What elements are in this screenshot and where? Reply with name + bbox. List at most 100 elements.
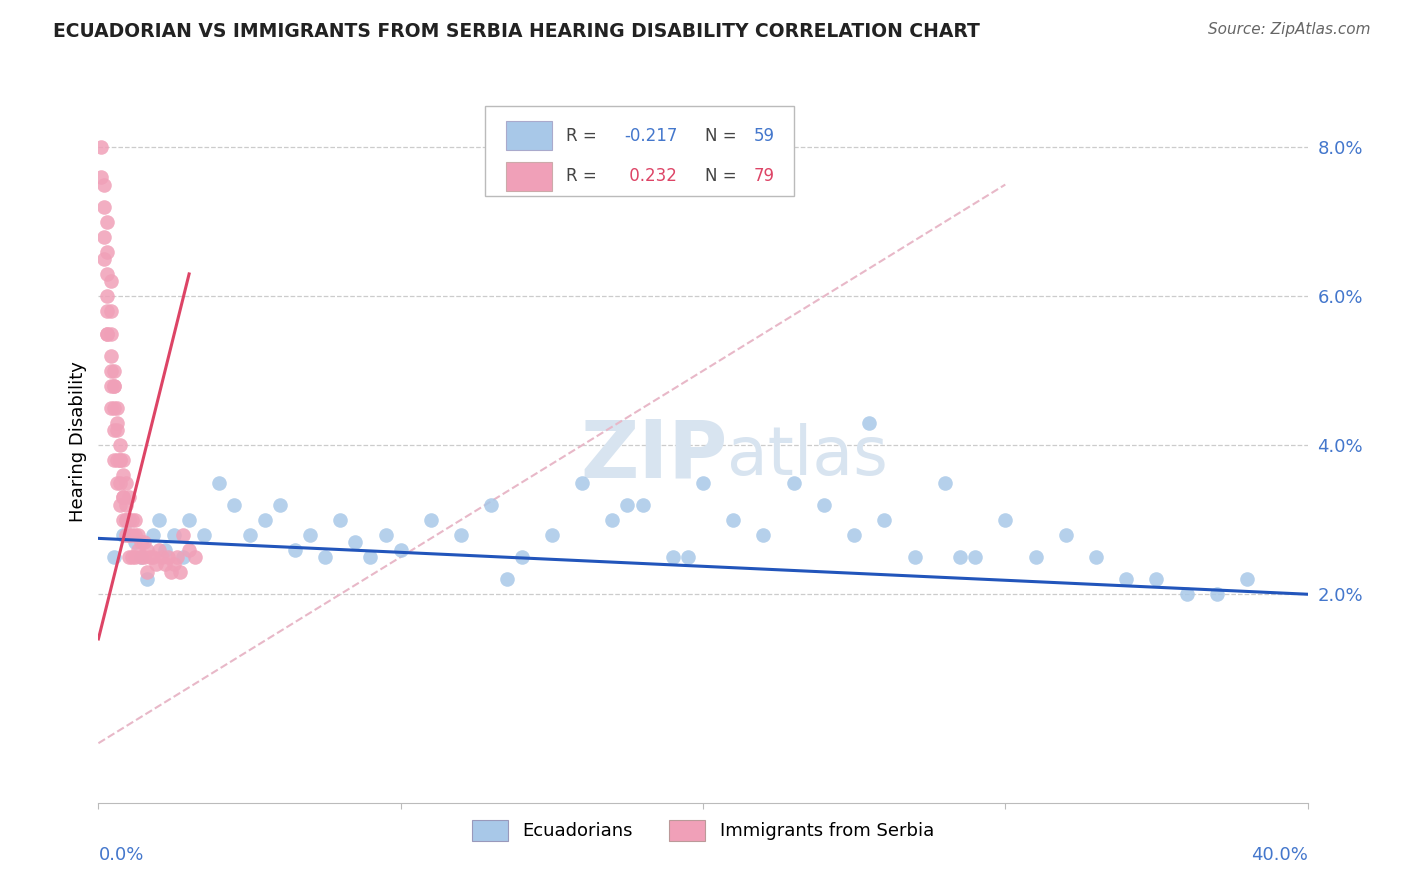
Text: Source: ZipAtlas.com: Source: ZipAtlas.com xyxy=(1208,22,1371,37)
Point xyxy=(142,549,165,564)
Point xyxy=(813,498,835,512)
Point xyxy=(1054,527,1077,541)
Point xyxy=(166,549,188,564)
FancyBboxPatch shape xyxy=(506,162,551,191)
Point xyxy=(114,498,136,512)
Point xyxy=(965,549,987,564)
FancyBboxPatch shape xyxy=(506,121,551,151)
Point xyxy=(142,527,165,541)
Point xyxy=(100,401,122,415)
Point xyxy=(105,475,128,490)
Point xyxy=(172,527,194,541)
Point xyxy=(284,542,307,557)
Point xyxy=(96,326,118,341)
Point xyxy=(135,542,157,557)
Point xyxy=(148,513,170,527)
Point xyxy=(253,513,276,527)
Point xyxy=(184,549,207,564)
Point xyxy=(299,527,322,541)
Point xyxy=(103,378,125,392)
Point xyxy=(994,513,1017,527)
Point xyxy=(111,491,134,505)
Point xyxy=(100,364,122,378)
Point xyxy=(661,549,683,564)
Point xyxy=(93,178,115,192)
Point xyxy=(193,527,215,541)
Point xyxy=(118,491,141,505)
Point xyxy=(139,549,162,564)
Point xyxy=(111,513,134,527)
Point xyxy=(118,549,141,564)
Point xyxy=(127,542,149,557)
Point xyxy=(172,549,194,564)
Point xyxy=(540,527,562,541)
Point xyxy=(495,572,517,586)
Point xyxy=(150,549,173,564)
Point xyxy=(103,423,125,437)
Point xyxy=(124,513,146,527)
Point xyxy=(108,438,131,452)
Point xyxy=(329,513,352,527)
Point xyxy=(481,498,503,512)
Point xyxy=(124,535,146,549)
Point xyxy=(1175,587,1198,601)
Point xyxy=(93,252,115,266)
Point xyxy=(160,565,183,579)
Point xyxy=(1115,572,1137,586)
Point xyxy=(389,542,412,557)
Point xyxy=(105,423,128,437)
Point xyxy=(111,527,134,541)
Point xyxy=(1085,549,1108,564)
Point xyxy=(752,527,775,541)
Point xyxy=(90,170,112,185)
Point xyxy=(616,498,638,512)
Point xyxy=(103,378,125,392)
Text: ZIP: ZIP xyxy=(579,417,727,495)
Point xyxy=(96,267,118,281)
Point xyxy=(374,527,396,541)
Point xyxy=(114,527,136,541)
Point xyxy=(631,498,654,512)
Text: N =: N = xyxy=(706,168,742,186)
Point xyxy=(100,304,122,318)
Point xyxy=(676,549,699,564)
Point xyxy=(135,572,157,586)
Point xyxy=(179,542,201,557)
FancyBboxPatch shape xyxy=(485,105,793,196)
Point xyxy=(602,513,624,527)
Point xyxy=(129,549,152,564)
Point xyxy=(111,468,134,483)
Text: -0.217: -0.217 xyxy=(624,127,678,145)
Point xyxy=(100,326,122,341)
Point xyxy=(100,378,122,392)
Point xyxy=(96,244,118,259)
Point xyxy=(1236,572,1258,586)
Point xyxy=(1144,572,1167,586)
Point xyxy=(510,549,533,564)
Point xyxy=(723,513,745,527)
Point xyxy=(163,558,186,572)
Point xyxy=(118,513,141,527)
Text: N =: N = xyxy=(706,127,742,145)
Text: 0.0%: 0.0% xyxy=(98,847,143,864)
Point xyxy=(239,527,262,541)
Point xyxy=(420,513,443,527)
Point xyxy=(103,364,125,378)
Point xyxy=(783,475,806,490)
Point xyxy=(179,513,201,527)
Point xyxy=(153,542,176,557)
Point xyxy=(934,475,956,490)
Point xyxy=(169,565,191,579)
Point xyxy=(132,535,155,549)
Point xyxy=(114,513,136,527)
Text: 79: 79 xyxy=(754,168,775,186)
Point xyxy=(844,527,866,541)
Point xyxy=(100,274,122,288)
Point xyxy=(314,549,336,564)
Point xyxy=(108,475,131,490)
Point xyxy=(208,475,231,490)
Point xyxy=(156,549,179,564)
Point xyxy=(148,542,170,557)
Text: 40.0%: 40.0% xyxy=(1251,847,1308,864)
Text: 59: 59 xyxy=(754,127,775,145)
